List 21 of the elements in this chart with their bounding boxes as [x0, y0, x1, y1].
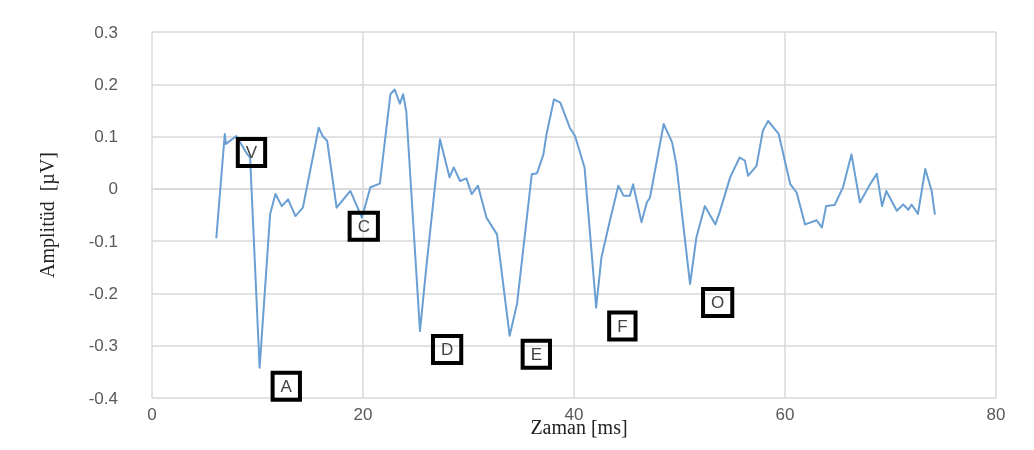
x-tick-label: 20: [353, 405, 373, 424]
annotation: D: [440, 340, 454, 360]
annotation: F: [617, 316, 628, 336]
y-tick-label: 0: [108, 179, 118, 199]
y-tick-label: -0.3: [88, 336, 118, 356]
x-tick-label: 80: [986, 405, 1006, 424]
annotation: O: [711, 293, 725, 313]
y-tick-label: -0.4: [88, 388, 118, 408]
y-tick-label: -0.2: [88, 283, 118, 303]
annotation: A: [280, 376, 293, 396]
x-tick-label: 60: [775, 405, 795, 424]
y-axis-title: Amplitüd [µV]: [36, 152, 59, 278]
line-series: [215, 88, 936, 369]
annotation: E: [530, 344, 542, 364]
y-tick-label: 0.1: [94, 127, 118, 147]
y-tick-label: 0.3: [94, 22, 118, 42]
y-tick-label: -0.1: [88, 231, 118, 251]
x-tick-label: 0: [147, 405, 157, 424]
annotation: C: [357, 216, 370, 236]
annotation: V: [245, 142, 258, 162]
y-tick-label: 0.2: [94, 74, 118, 94]
